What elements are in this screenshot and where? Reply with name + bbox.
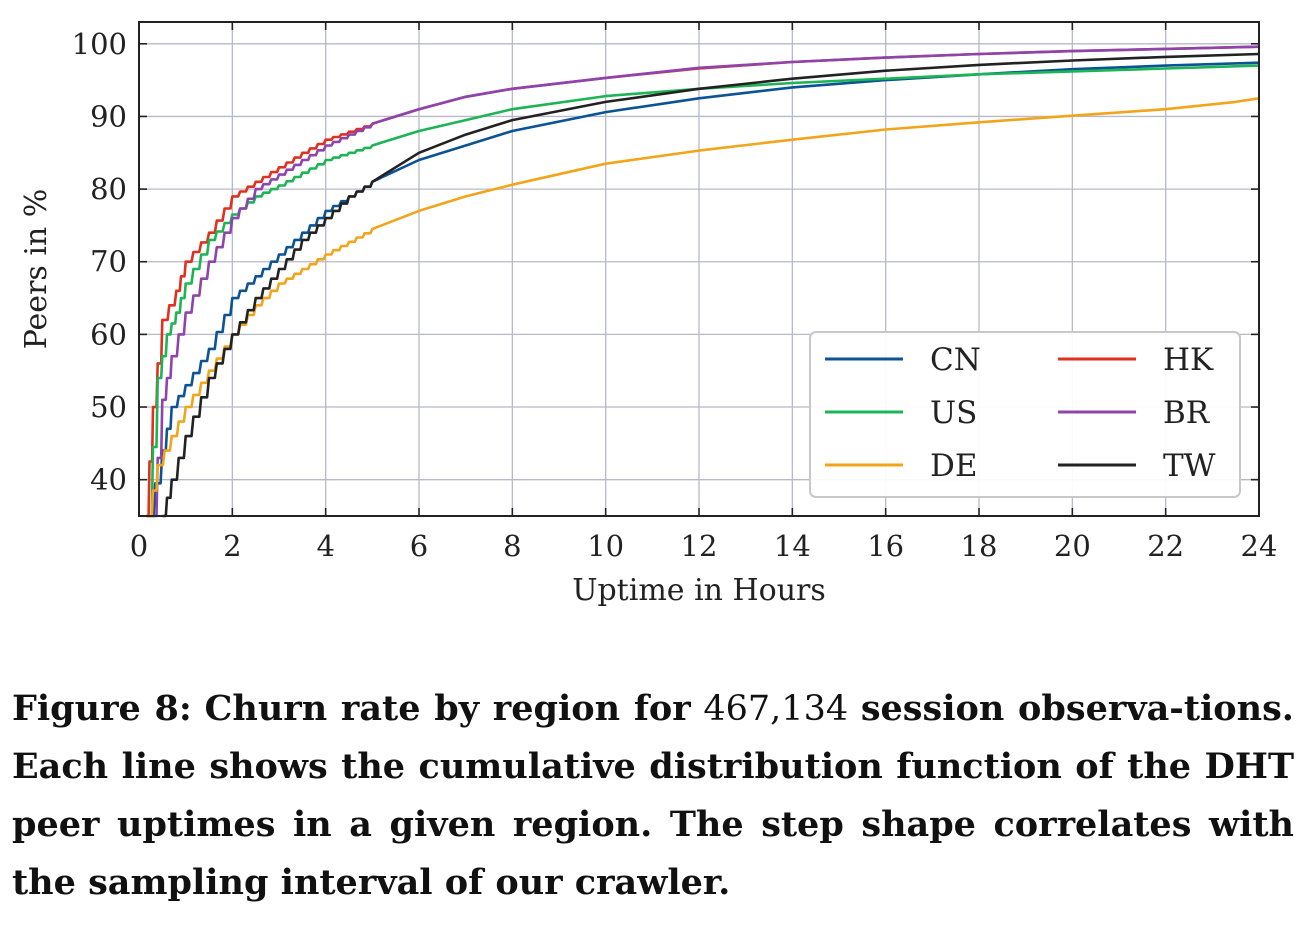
- y-axis-label: Peers in %: [19, 189, 54, 350]
- x-tick-label: 0: [130, 529, 148, 563]
- legend-label-us: US: [930, 395, 977, 431]
- x-tick-label: 10: [587, 529, 624, 563]
- y-tick-label: 90: [90, 99, 127, 133]
- x-tick-label: 8: [503, 529, 521, 563]
- series-line-br: [153, 45, 1260, 518]
- legend-label-br: BR: [1163, 395, 1211, 431]
- caption-number: 467,134: [703, 689, 849, 729]
- y-tick-label: 60: [90, 317, 127, 351]
- x-axis-label: Uptime in Hours: [572, 573, 826, 608]
- x-tick-label: 6: [410, 529, 428, 563]
- x-tick-label: 14: [774, 529, 811, 563]
- y-tick-label: 80: [90, 172, 127, 206]
- series-line-us: [148, 64, 1260, 518]
- x-tick-label: 2: [223, 529, 241, 563]
- x-tick-label: 20: [1054, 529, 1091, 563]
- x-tick-label: 12: [681, 529, 718, 563]
- caption-lead: Churn rate by region for: [204, 688, 691, 729]
- legend-label-cn: CN: [930, 342, 981, 378]
- series-lines: [146, 45, 1260, 518]
- legend-label-hk: HK: [1163, 342, 1214, 378]
- x-tick-label: 4: [316, 529, 334, 563]
- y-tick-label: 40: [90, 463, 127, 497]
- legend-box: [809, 331, 1241, 498]
- legend-label-de: DE: [930, 448, 977, 484]
- y-tick-label: 70: [90, 245, 127, 279]
- figure-caption: Figure 8: Churn rate by region for 467,1…: [12, 680, 1294, 912]
- series-line-tw: [162, 52, 1260, 518]
- legend-label-tw: TW: [1163, 448, 1216, 484]
- caption-label: Figure 8:: [12, 688, 192, 729]
- y-tick-label: 50: [90, 390, 127, 424]
- x-tick-label: 18: [961, 529, 998, 563]
- caption-body: session observa-tions. Each line shows t…: [12, 688, 1294, 903]
- y-tick-label: 100: [72, 27, 127, 61]
- legend: CN HK US BR DE TW: [809, 331, 1241, 498]
- x-tick-label: 22: [1147, 529, 1184, 563]
- series-line-de: [148, 97, 1260, 518]
- x-tick-label: 16: [867, 529, 904, 563]
- x-tick-label: 24: [1241, 529, 1278, 563]
